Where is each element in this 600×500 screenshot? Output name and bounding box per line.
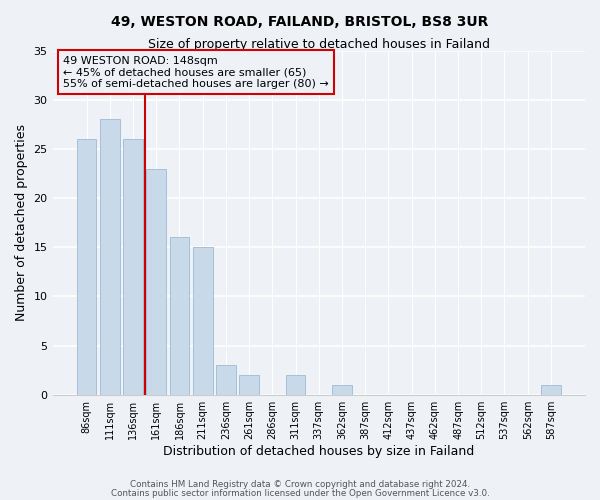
Bar <box>100 120 119 394</box>
Bar <box>286 375 305 394</box>
Bar <box>541 385 561 394</box>
Bar <box>239 375 259 394</box>
Bar <box>170 238 190 394</box>
Title: Size of property relative to detached houses in Failand: Size of property relative to detached ho… <box>148 38 490 51</box>
Text: Contains public sector information licensed under the Open Government Licence v3: Contains public sector information licen… <box>110 488 490 498</box>
Bar <box>216 365 236 394</box>
Text: Contains HM Land Registry data © Crown copyright and database right 2024.: Contains HM Land Registry data © Crown c… <box>130 480 470 489</box>
Text: 49 WESTON ROAD: 148sqm
← 45% of detached houses are smaller (65)
55% of semi-det: 49 WESTON ROAD: 148sqm ← 45% of detached… <box>63 56 329 89</box>
Y-axis label: Number of detached properties: Number of detached properties <box>15 124 28 321</box>
Bar <box>146 168 166 394</box>
Bar <box>77 139 97 394</box>
X-axis label: Distribution of detached houses by size in Failand: Distribution of detached houses by size … <box>163 444 475 458</box>
Bar <box>332 385 352 394</box>
Text: 49, WESTON ROAD, FAILAND, BRISTOL, BS8 3UR: 49, WESTON ROAD, FAILAND, BRISTOL, BS8 3… <box>112 15 488 29</box>
Bar <box>193 247 212 394</box>
Bar <box>123 139 143 394</box>
